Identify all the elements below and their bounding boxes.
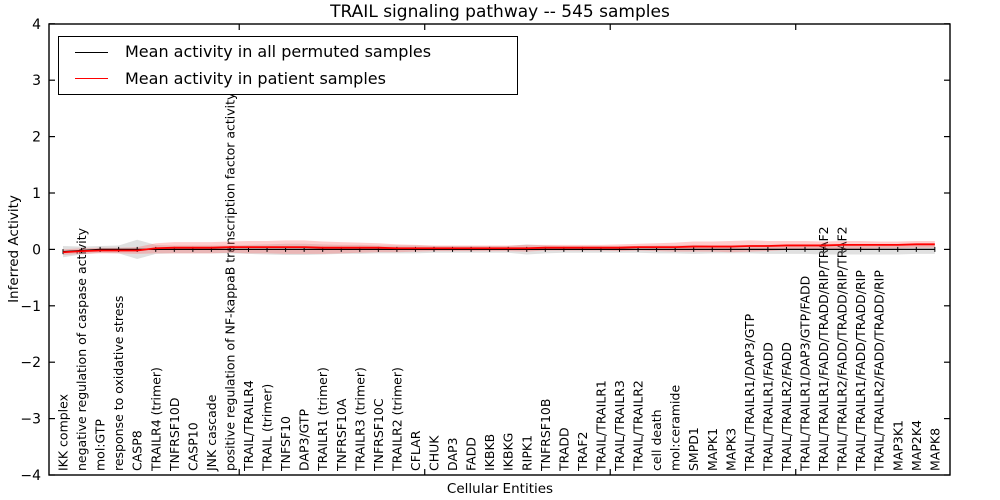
legend-item-patient: Mean activity in patient samples [59,66,517,93]
x-category-label: MAP3K1 [890,420,905,471]
y-tick-label: −1 [20,299,41,315]
legend-label-permuted: Mean activity in all permuted samples [125,42,432,62]
x-category-label: TRAIL/TRAILR1/FADD [760,342,775,472]
x-category-label: TRAIL/TRAILR1/FADD/TRADD/RIP/TRAF2 [816,226,831,472]
x-category-label: negative regulation of caspase activity [74,227,89,471]
x-category-label: TNFRSF10A [334,398,349,472]
x-category-label: TRAIL/TRAILR1/DAP3/GTP/FADD [798,276,813,472]
x-category-label: TRAIL/TRAILR2/FADD [779,342,794,472]
x-category-label: IKK complex [56,394,71,471]
x-category-label: TRAIL/TRAILR3 [612,380,627,472]
x-category-label: TRAILR2 (trimer) [389,367,404,472]
x-category-label: TRAIL/TRAILR1/FADD/TRADD/RIP [853,270,868,472]
x-category-label: CASP10 [185,422,200,471]
x-category-label: TNFRSF10B [538,399,553,472]
y-tick-label: −3 [20,412,41,428]
x-category-label: IKBKG [501,433,516,471]
x-axis-label: Cellular Entities [446,481,554,497]
x-category-label: TRAIL (trimer) [260,384,275,472]
x-category-label: TRAF2 [575,431,590,472]
x-category-label: TNFRSF10D [167,397,182,472]
x-category-label: TRAIL/TRAILR1 [593,380,608,472]
x-category-label: TNFRSF10C [371,398,386,472]
x-category-label: FADD [464,437,479,471]
patient-mean-line [62,243,935,254]
legend-item-permuted: Mean activity in all permuted samples [59,39,517,66]
permuted-mean-line [62,248,935,253]
x-category-label: TRAIL/TRAILR2/FADD/TRADD/RIP [872,270,887,472]
x-category-label: response to oxidative stress [111,296,126,471]
x-category-label: TRADD [556,427,571,472]
legend: Mean activity in all permuted samples Me… [58,36,518,95]
y-tick-label: 3 [32,73,41,89]
x-category-label: DAP3/GTP [297,408,312,471]
patient-line-swatch [75,78,108,80]
permuted-line-swatch [75,51,108,53]
x-category-label: TNFSF10 [278,416,293,472]
x-category-label: CFLAR [408,430,423,471]
y-tick-label: 0 [32,242,41,258]
x-category-label: JNK cascade [204,394,219,472]
x-category-label: DAP3 [445,438,460,471]
x-category-label: CASP8 [130,430,145,471]
x-category-label: TRAIL/TRAILR2/FADD/TRADD/RIP/TRAF2 [835,226,850,472]
x-category-label: CHUK [427,435,442,471]
legend-label-patient: Mean activity in patient samples [125,68,386,88]
x-category-label: MAP2K4 [909,420,924,471]
x-category-label: MAPK8 [927,428,942,471]
x-category-label: TRAILR3 (trimer) [352,367,367,472]
y-axis-label: Inferred Activity [6,195,22,303]
x-category-label: TRAILR1 (trimer) [315,367,330,472]
y-tick-label: 1 [32,186,41,202]
x-category-label: MAPK3 [723,428,738,471]
x-category-label: mol:ceramide [668,385,683,471]
x-category-label: TRAIL/TRAILR1/DAP3/GTP [742,313,757,472]
y-tick-label: 2 [32,130,41,146]
x-category-label: IKBKB [482,434,497,471]
x-category-label: MAPK1 [705,428,720,471]
x-category-label: RIPK1 [519,435,534,471]
x-category-label: positive regulation of NF-kappaB transcr… [222,92,237,471]
y-tick-label: −2 [20,355,41,371]
y-tick-label: −4 [20,468,41,484]
x-category-label: TRAIL/TRAILR4 [241,380,256,472]
x-category-label: TRAIL/TRAILR2 [631,380,646,472]
x-category-label: SMPD1 [686,427,701,471]
y-tick-label: 4 [32,17,41,33]
x-category-label: cell death [649,409,664,471]
chart-title: TRAIL signaling pathway -- 545 samples [330,2,670,22]
x-category-label: TRAILR4 (trimer) [148,367,163,472]
x-category-label: mol:GTP [93,419,108,471]
